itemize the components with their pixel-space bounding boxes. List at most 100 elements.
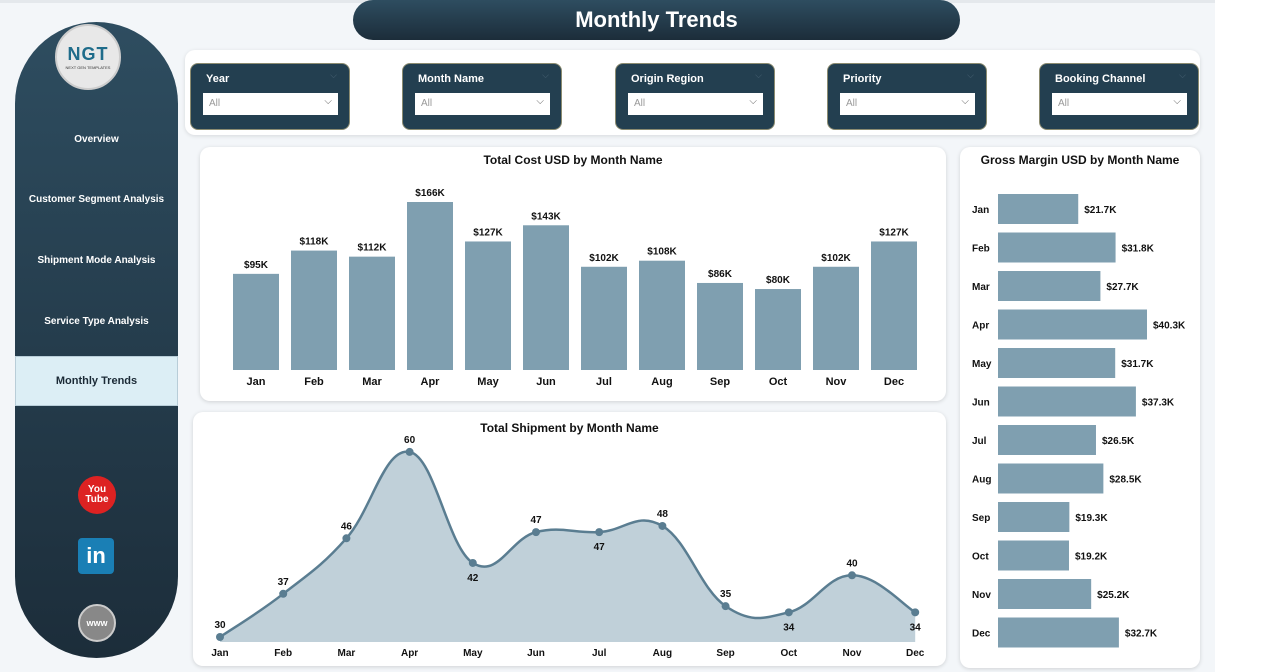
data-label: 48 xyxy=(657,509,669,520)
data-point xyxy=(532,528,540,537)
x-tick-label: Oct xyxy=(769,376,788,388)
data-label: 40 xyxy=(846,558,858,569)
data-point xyxy=(595,528,604,537)
gross-margin-bar-chart: Jan $21.7K Feb $31.8K Mar $27.7K Apr $40.3K May $… xyxy=(972,194,1186,648)
bar-feb xyxy=(291,250,337,370)
slicer-origin-region: Origin Region ⌵ All ⌵ xyxy=(615,63,775,130)
data-point xyxy=(911,608,920,617)
x-tick-label: Jul xyxy=(592,648,607,659)
data-point xyxy=(658,521,667,530)
nav-service-type-analysis[interactable]: Service Type Analysis xyxy=(44,315,149,327)
total-cost-chart-card: Total Cost USD by Month Name $95K Jan $118… xyxy=(200,147,946,401)
y-tick-label: Mar xyxy=(972,282,990,293)
data-point xyxy=(279,589,288,598)
data-label: $95K xyxy=(244,260,269,271)
dropdown-value: All xyxy=(1058,98,1070,109)
chevron-down-icon[interactable]: ⌵ xyxy=(967,70,974,80)
area-fill xyxy=(220,451,916,642)
data-label: $112K xyxy=(358,243,388,254)
slicer-priority: Priority ⌵ All ⌵ xyxy=(827,63,987,130)
bar-feb xyxy=(998,232,1116,263)
data-label: 34 xyxy=(910,622,922,633)
x-tick-label: Aug xyxy=(651,376,672,388)
slicer-booking-channel: Booking Channel ⌵ All ⌵ xyxy=(1039,63,1199,130)
data-label: $127K xyxy=(879,227,909,238)
data-point xyxy=(216,633,224,641)
chevron-down-icon[interactable]: ⌵ xyxy=(330,70,337,80)
data-label: $19.3K xyxy=(1075,513,1108,524)
data-label: $166K xyxy=(415,188,445,199)
data-point xyxy=(405,447,414,456)
slicer-label: Month Name xyxy=(418,73,484,85)
x-tick-label: Dec xyxy=(884,376,904,388)
bar-jun xyxy=(523,225,569,370)
chevron-down-icon[interactable]: ⌵ xyxy=(755,70,762,80)
nav-monthly-trends[interactable]: Monthly Trends xyxy=(15,356,178,406)
nav-shipment-mode-analysis[interactable]: Shipment Mode Analysis xyxy=(37,254,156,266)
linkedin-icon[interactable]: in xyxy=(78,538,114,574)
data-label: 46 xyxy=(341,521,353,532)
data-label: 47 xyxy=(594,542,606,553)
priority-dropdown[interactable]: All ⌵ xyxy=(840,93,975,115)
booking-channel-dropdown[interactable]: All ⌵ xyxy=(1052,93,1187,115)
youtube-icon[interactable]: You Tube xyxy=(78,476,116,514)
x-tick-label: Jun xyxy=(527,648,545,659)
x-tick-label: Dec xyxy=(906,648,925,659)
slicer-label: Priority xyxy=(843,73,882,85)
chevron-down-icon[interactable]: ⌵ xyxy=(1179,70,1186,80)
data-label: $118K xyxy=(300,237,330,248)
data-label: 42 xyxy=(467,573,479,584)
bar-jul xyxy=(581,266,627,370)
chevron-down-icon[interactable]: ⌵ xyxy=(542,70,549,80)
bar-may xyxy=(998,348,1116,378)
y-tick-label: May xyxy=(972,359,992,370)
x-tick-label: Feb xyxy=(304,376,324,388)
data-label: $27.7K xyxy=(1106,282,1139,293)
data-label: $80K xyxy=(766,275,791,286)
data-label: $31.8K xyxy=(1122,244,1155,255)
data-point xyxy=(848,571,856,580)
data-label: $28.5K xyxy=(1109,475,1142,486)
y-tick-label: Apr xyxy=(972,321,989,332)
x-tick-label: Jan xyxy=(247,376,266,388)
data-label: $19.2K xyxy=(1075,552,1108,563)
chevron-down-icon: ⌵ xyxy=(1173,96,1181,107)
year-dropdown[interactable]: All ⌵ xyxy=(203,93,338,115)
bar-apr xyxy=(998,309,1147,340)
month-name-dropdown[interactable]: All ⌵ xyxy=(415,93,550,115)
chart-title: Total Cost USD by Month Name xyxy=(483,153,663,167)
right-blank-area xyxy=(1215,0,1280,672)
bar-dec xyxy=(871,241,917,370)
chart-title: Gross Margin USD by Month Name xyxy=(980,153,1180,167)
data-label: $21.7K xyxy=(1084,205,1117,216)
filter-panel: Year ⌵ All ⌵ Month Name ⌵ All ⌵ Origin Region ⌵… xyxy=(185,50,1200,135)
data-label: 47 xyxy=(530,515,542,526)
globe-icon[interactable]: www xyxy=(78,604,116,642)
data-label: $37.3K xyxy=(1142,398,1175,409)
bar-oct xyxy=(755,289,801,370)
chart-title: Total Shipment by Month Name xyxy=(480,421,659,435)
data-label: $127K xyxy=(473,227,503,238)
x-tick-label: Nov xyxy=(843,648,862,659)
slicer-label: Year xyxy=(206,73,230,85)
origin-region-dropdown[interactable]: All ⌵ xyxy=(628,93,763,115)
nav-customer-segment-analysis[interactable]: Customer Segment Analysis xyxy=(28,193,165,205)
bar-mar xyxy=(349,256,395,370)
dropdown-value: All xyxy=(421,98,433,109)
data-label: $32.7K xyxy=(1125,629,1158,640)
chevron-down-icon: ⌵ xyxy=(749,96,757,107)
data-label: $26.5K xyxy=(1102,436,1135,447)
nav-overview[interactable]: Overview xyxy=(74,133,119,145)
y-tick-label: Jan xyxy=(972,205,989,216)
bar-sep xyxy=(697,282,743,370)
y-tick-label: Jun xyxy=(972,398,990,409)
y-tick-label: Sep xyxy=(972,513,990,524)
dropdown-value: All xyxy=(634,98,646,109)
total-shipment-chart-card: Total Shipment by Month Name 30 Jan 37 Feb 4… xyxy=(193,412,946,666)
x-tick-label: Jan xyxy=(211,648,228,659)
data-label: $86K xyxy=(708,269,733,280)
y-tick-label: Jul xyxy=(972,436,987,447)
slicer-month-name: Month Name ⌵ All ⌵ xyxy=(402,63,562,130)
slicer-year: Year ⌵ All ⌵ xyxy=(190,63,350,130)
x-tick-label: Nov xyxy=(826,376,848,388)
